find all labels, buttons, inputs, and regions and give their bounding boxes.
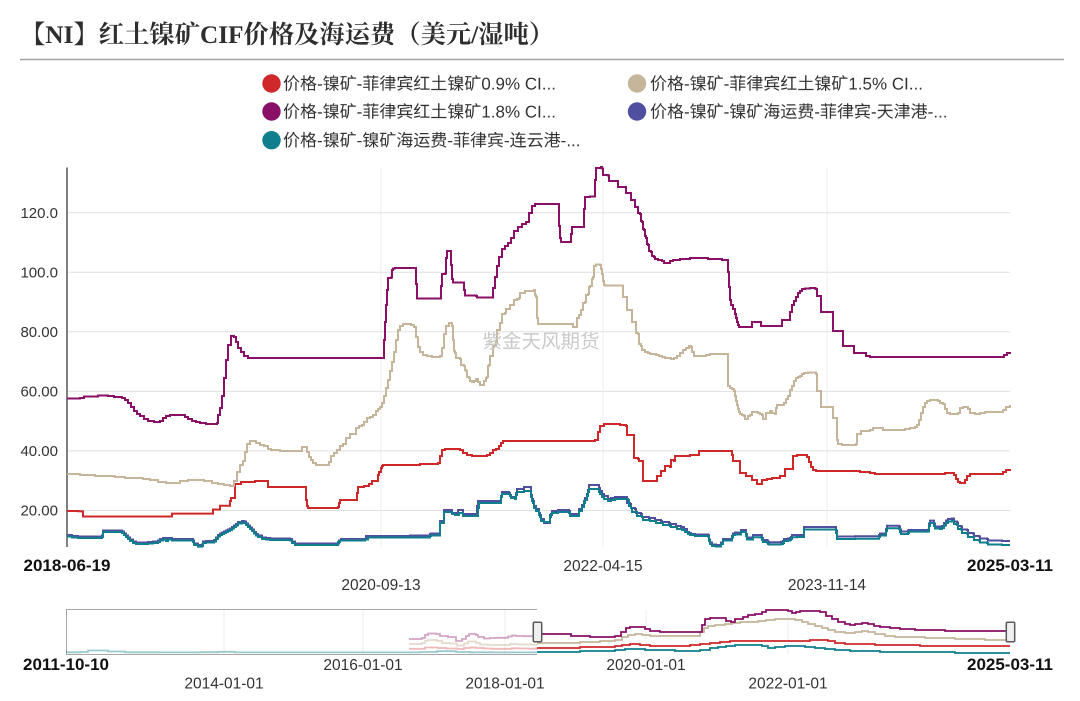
svg-text:2022-04-15: 2022-04-15 [563, 558, 642, 575]
svg-text:2016-01-01: 2016-01-01 [323, 657, 402, 674]
svg-text:2018-06-19: 2018-06-19 [24, 556, 111, 575]
svg-text:2018-01-01: 2018-01-01 [465, 676, 544, 693]
svg-text:60.00: 60.00 [20, 384, 58, 401]
svg-text:2020-09-13: 2020-09-13 [341, 577, 420, 594]
svg-text:40.00: 40.00 [20, 443, 58, 460]
svg-text:2020-01-01: 2020-01-01 [606, 657, 685, 674]
svg-text:100.0: 100.0 [20, 265, 58, 282]
svg-text:2014-01-01: 2014-01-01 [184, 676, 263, 693]
svg-text:120.0: 120.0 [20, 205, 58, 222]
svg-text:2022-01-01: 2022-01-01 [748, 676, 827, 693]
svg-text:2011-10-10: 2011-10-10 [23, 655, 109, 674]
svg-text:2025-03-11: 2025-03-11 [967, 655, 1053, 674]
svg-text:80.00: 80.00 [20, 324, 58, 341]
svg-text:20.00: 20.00 [20, 503, 58, 520]
svg-text:2023-11-14: 2023-11-14 [788, 577, 867, 594]
svg-text:2025-03-11: 2025-03-11 [967, 556, 1053, 575]
